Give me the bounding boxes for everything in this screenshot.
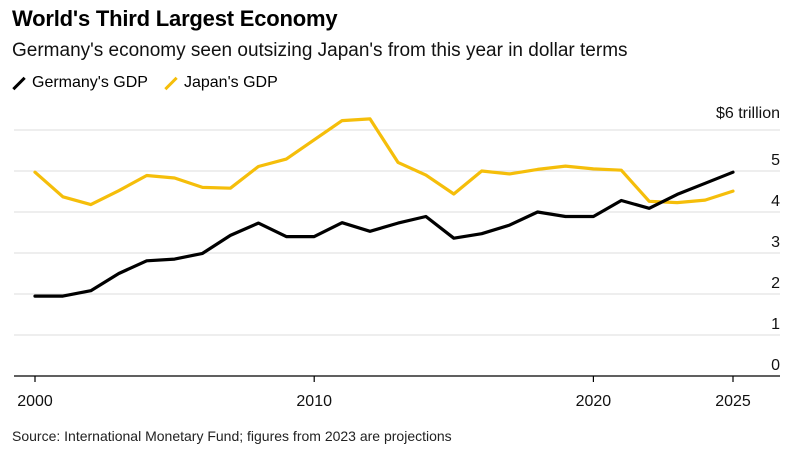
y-unit-label: $6 trillion bbox=[716, 105, 780, 122]
x-tick-label: 2000 bbox=[17, 393, 53, 410]
y-tick-label: 2 bbox=[771, 275, 780, 292]
chart-subtitle: Germany's economy seen outsizing Japan's… bbox=[12, 40, 628, 61]
y-tick-label: 0 bbox=[771, 357, 780, 374]
series-line-0 bbox=[33, 170, 735, 298]
gridlines bbox=[14, 129, 780, 336]
legend-label-japan: Japan's GDP bbox=[183, 74, 278, 91]
x-tick-labels: 2000 2010 2020 2025 bbox=[17, 376, 751, 410]
legend-item-germany: Germany's GDP bbox=[12, 74, 148, 92]
legend-label-germany: Germany's GDP bbox=[32, 74, 148, 91]
y-tick-label: 4 bbox=[771, 193, 780, 210]
legend-item-japan: Japan's GDP bbox=[164, 74, 278, 92]
legend: Germany's GDP Japan's GDP bbox=[12, 72, 294, 94]
x-tick-label: 2010 bbox=[296, 393, 332, 410]
x-tick-label: 2025 bbox=[715, 393, 751, 410]
y-tick-labels: 0 1 2 3 4 5 bbox=[771, 152, 780, 374]
y-tick-label: 5 bbox=[771, 152, 780, 169]
series-lines bbox=[33, 117, 735, 298]
x-tick-label: 2020 bbox=[576, 393, 612, 410]
source-note: Source: International Monetary Fund; fig… bbox=[12, 428, 452, 444]
series-line-1 bbox=[33, 117, 735, 207]
chart-title: World's Third Largest Economy bbox=[12, 6, 338, 31]
y-tick-label: 3 bbox=[771, 234, 780, 251]
y-tick-label: 1 bbox=[771, 316, 780, 333]
